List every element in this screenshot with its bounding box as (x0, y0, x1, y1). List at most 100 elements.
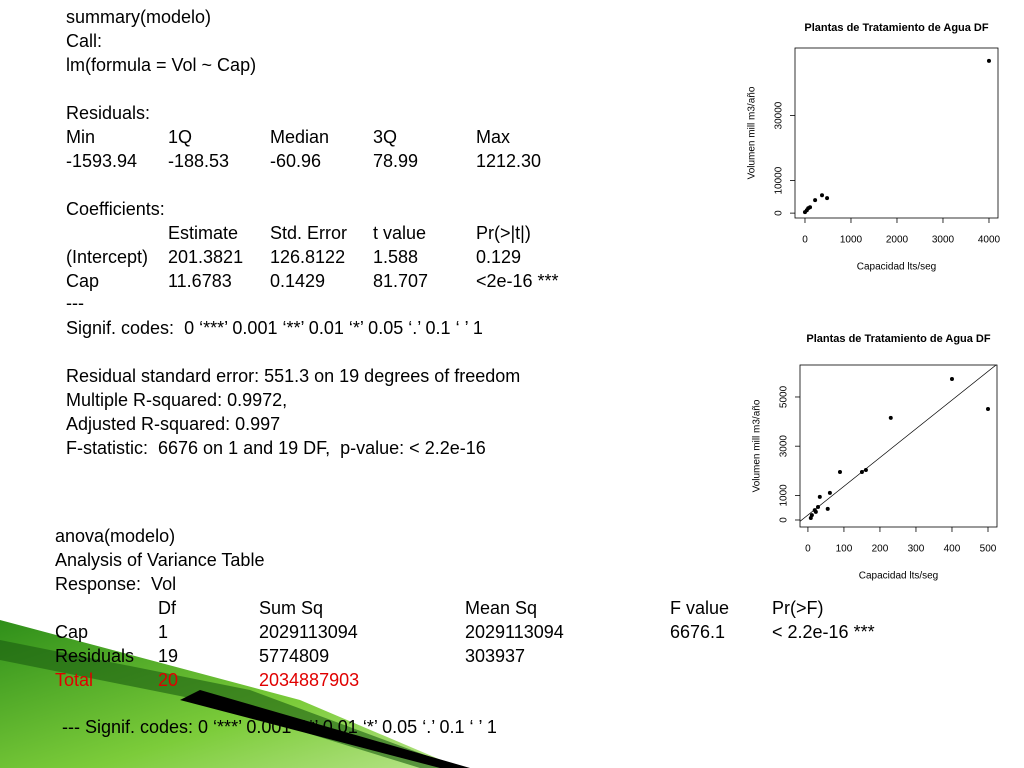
command: anova(modelo) (55, 526, 176, 546)
label: Call: (66, 31, 103, 51)
header: Pr(>|t|) (476, 223, 531, 243)
x-tick-label: 2000 (886, 235, 909, 246)
cell: 1.588 (373, 247, 419, 267)
y-tick-label: 30000 (774, 101, 785, 129)
x-axis-label: Capacidad lts/seg (857, 262, 937, 273)
cell: Cap (66, 271, 100, 291)
y-axis-label: Volumen mill m3/año (752, 399, 763, 492)
label: Coefficients: (66, 199, 165, 219)
point (825, 506, 830, 511)
point (813, 509, 818, 514)
cell: -188.53 (168, 151, 230, 171)
cell: 81.707 (373, 271, 429, 291)
cell: 19 (158, 646, 179, 666)
separator: --- (66, 293, 84, 313)
header: Sum Sq (259, 598, 324, 618)
x-tick-label: 3000 (932, 235, 955, 246)
decor-line (180, 690, 470, 768)
total-cell: 20 (158, 670, 179, 690)
point (863, 468, 868, 473)
cell: < 2.2e-16 *** (772, 622, 875, 642)
header: Estimate (168, 223, 239, 243)
point (817, 494, 822, 499)
signif: Signif. codes: 0 ‘***’ 0.001 ‘**’ 0.01 ‘… (66, 318, 483, 338)
stat: F-statistic: 6676 on 1 and 19 DF, p-valu… (66, 438, 486, 458)
cell: 303937 (465, 646, 526, 666)
point (949, 377, 954, 382)
y-tick-label: 3000 (779, 435, 790, 458)
point (986, 58, 991, 63)
x-tick-label: 4000 (978, 235, 1001, 246)
x-tick-label: 0 (802, 235, 808, 246)
total-cell: 2034887903 (259, 670, 360, 690)
y-tick-label: 10000 (774, 166, 785, 194)
header: Max (476, 127, 511, 147)
y-tick-label: 0 (779, 517, 790, 523)
point (813, 198, 818, 203)
header: 3Q (373, 127, 398, 147)
x-tick-label: 500 (980, 544, 997, 555)
point (859, 470, 864, 475)
point (827, 490, 832, 495)
chart-title: Plantas de Tratamiento de Agua DF (804, 22, 988, 34)
x-tick-label: 1000 (840, 235, 863, 246)
cell: 1 (158, 622, 169, 642)
header: 1Q (168, 127, 193, 147)
total-cell: Total (55, 670, 94, 690)
plot-box (794, 47, 999, 219)
call: lm(formula = Vol ~ Cap) (66, 55, 257, 75)
cell: Cap (55, 622, 89, 642)
y-tick-label: 1000 (779, 484, 790, 507)
point (888, 415, 893, 420)
chart-title: Plantas de Tratamiento de Agua DF (806, 333, 990, 345)
regression-line (800, 365, 997, 522)
point (816, 504, 821, 509)
header: t value (373, 223, 427, 243)
point (806, 206, 811, 211)
cell: (Intercept) (66, 247, 149, 267)
x-axis-label: Capacidad lts/seg (859, 571, 939, 582)
point (802, 210, 807, 215)
cell: -1593.94 (66, 151, 138, 171)
cell: 78.99 (373, 151, 419, 171)
cell: 5774809 (259, 646, 330, 666)
y-axis-label: Volumen mill m3/año (747, 86, 758, 179)
header: Min (66, 127, 96, 147)
label: Residuals: (66, 103, 151, 123)
cell: 6676.1 (670, 622, 726, 642)
header: F value (670, 598, 730, 618)
cell: 0.1429 (270, 271, 326, 291)
plot-box (799, 364, 998, 528)
cell: 2029113094 (465, 622, 564, 642)
cell: 0.129 (476, 247, 522, 267)
point (825, 196, 830, 201)
cell: Residuals (55, 646, 135, 666)
signif: --- Signif. codes: 0 ‘***’ 0.001 ‘**’ 0.… (62, 717, 497, 737)
cell: 2029113094 (259, 622, 358, 642)
y-tick-label: 5000 (779, 385, 790, 408)
cell: 11.6783 (168, 271, 232, 291)
header: Mean Sq (465, 598, 538, 618)
header: Median (270, 127, 330, 147)
x-tick-label: 300 (908, 544, 925, 555)
cell: 126.8122 (270, 247, 346, 267)
y-tick-label: 0 (774, 210, 785, 216)
x-tick-label: 400 (944, 544, 961, 555)
stat: Multiple R-squared: 0.9972, (66, 390, 288, 410)
header: Pr(>F) (772, 598, 824, 618)
point (808, 516, 813, 521)
header: Df (158, 598, 176, 618)
x-tick-label: 200 (872, 544, 889, 555)
command: summary(modelo) (66, 7, 212, 27)
response: Response: Vol (55, 574, 177, 594)
header: Std. Error (270, 223, 348, 243)
stat: Adjusted R-squared: 0.997 (66, 414, 281, 434)
x-tick-label: 0 (805, 544, 811, 555)
cell: 201.3821 (168, 247, 244, 267)
point (820, 193, 825, 198)
cell: <2e-16 *** (476, 271, 559, 291)
point (837, 470, 842, 475)
cell: -60.96 (270, 151, 322, 171)
